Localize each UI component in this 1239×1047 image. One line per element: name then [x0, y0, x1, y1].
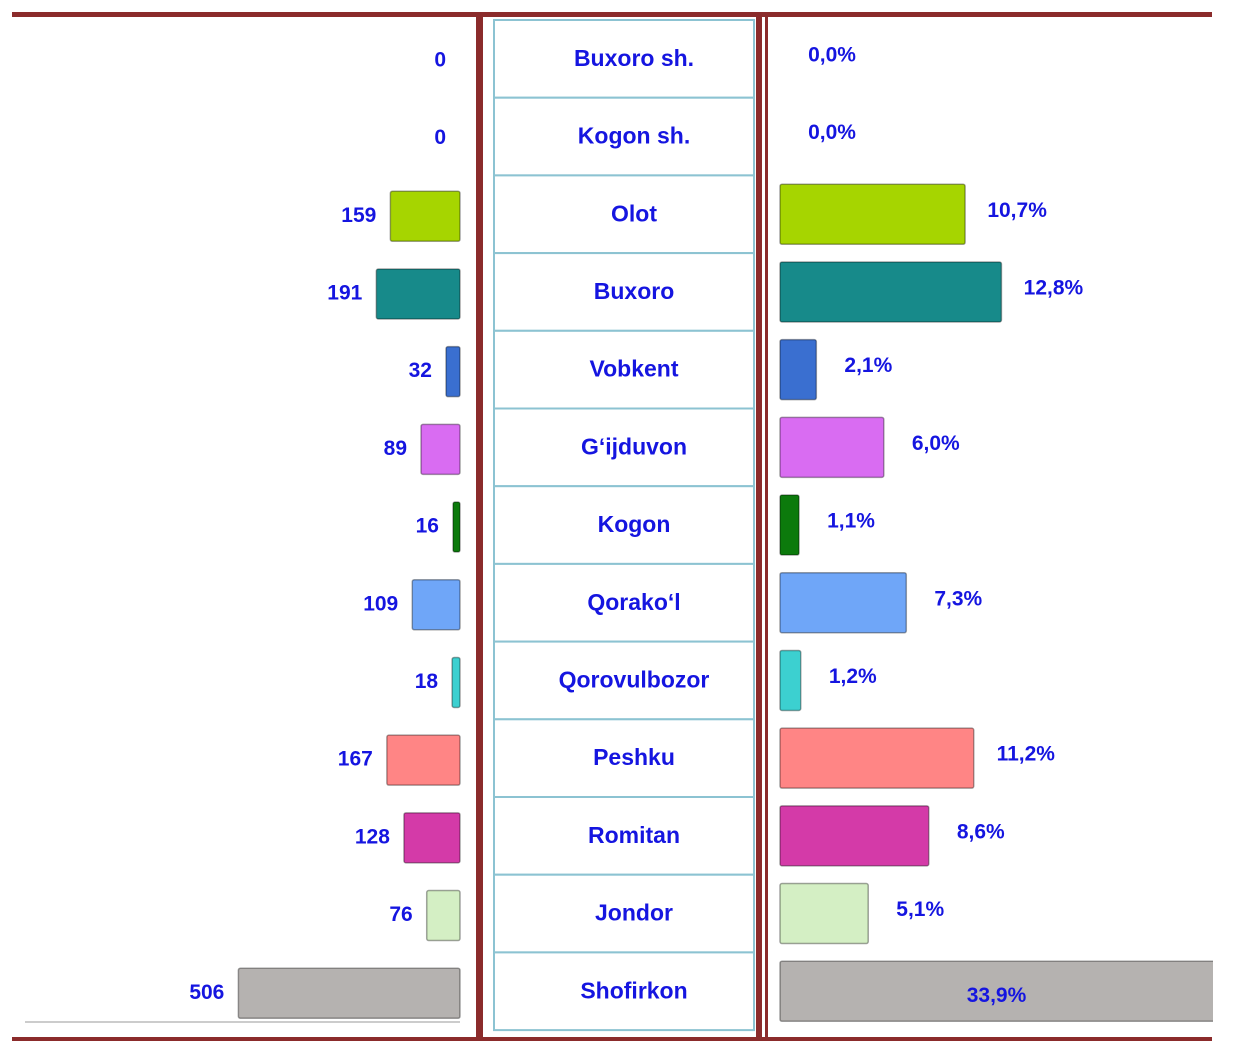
bar — [375, 268, 461, 320]
bar — [779, 261, 1003, 323]
bar — [389, 190, 461, 242]
value-label: 0 — [434, 126, 446, 149]
value-label: 33,9% — [967, 984, 1027, 1007]
table-cell — [493, 562, 755, 643]
table-cell — [493, 329, 755, 410]
value-label: 0 — [434, 48, 446, 71]
table-cell — [493, 873, 755, 954]
bar — [779, 572, 908, 634]
bar — [779, 960, 1213, 1022]
category-label: Vobkent — [589, 356, 678, 382]
value-label: 2,1% — [844, 354, 892, 377]
value-label: 6,0% — [912, 432, 960, 455]
value-label: 167 — [338, 748, 373, 771]
table-cell — [493, 19, 755, 99]
table-cell — [493, 640, 755, 721]
bar — [779, 494, 800, 556]
divider — [476, 17, 483, 1041]
category-label: Buxoro — [594, 278, 675, 304]
value-label: 12,8% — [1024, 276, 1084, 299]
value-label: 76 — [389, 903, 412, 926]
category-label: Kogon — [598, 511, 671, 537]
value-label: 11,2% — [997, 743, 1056, 766]
right-bars — [779, 183, 1213, 1022]
value-label: 159 — [341, 204, 376, 227]
bar — [779, 727, 975, 789]
value-label: 10,7% — [987, 199, 1047, 222]
value-label: 16 — [416, 515, 439, 538]
bar — [779, 649, 802, 712]
category-label: Qorako‘l — [587, 589, 680, 615]
table-cell — [493, 951, 755, 1032]
bar — [779, 805, 930, 867]
value-label: 109 — [363, 592, 398, 615]
table-cell — [493, 796, 755, 876]
category-label: Buxoro sh. — [574, 45, 694, 71]
table-cell — [493, 252, 755, 332]
bar — [779, 183, 966, 245]
value-label: 128 — [355, 825, 390, 848]
bar — [386, 734, 461, 786]
bar — [779, 416, 885, 479]
value-label: 18 — [415, 670, 439, 693]
category-label: Peshku — [593, 744, 675, 770]
value-label: 0,0% — [808, 43, 856, 66]
bar — [420, 423, 461, 476]
category-label: Romitan — [588, 822, 680, 848]
value-label: 191 — [327, 281, 362, 304]
value-label: 506 — [189, 981, 224, 1004]
value-label: 5,1% — [896, 898, 944, 921]
value-label: 32 — [409, 359, 432, 382]
top-border — [12, 12, 1212, 17]
category-label: Qorovulbozor — [559, 667, 710, 693]
category-label: Shofirkon — [580, 977, 687, 1003]
bar — [451, 656, 461, 709]
bar — [779, 338, 818, 401]
category-label: Kogon sh. — [578, 123, 690, 149]
bar — [403, 812, 461, 864]
value-label: 89 — [384, 437, 407, 460]
table-cell — [493, 96, 755, 177]
bar — [425, 889, 461, 942]
bar — [411, 579, 461, 631]
value-label: 1,2% — [829, 665, 877, 688]
bar — [445, 345, 461, 398]
bar — [452, 501, 461, 553]
category-label: G‘ijduvon — [581, 433, 687, 459]
bar — [779, 882, 869, 945]
value-label: 7,3% — [934, 587, 982, 610]
table-cell — [493, 485, 755, 565]
table-cell — [493, 407, 755, 488]
divider — [756, 17, 762, 1041]
category-label: Jondor — [595, 900, 673, 926]
bar — [237, 967, 461, 1019]
value-label: 8,6% — [957, 820, 1005, 843]
category-label: Olot — [611, 200, 657, 226]
value-label: 0,0% — [808, 121, 856, 144]
value-label: 1,1% — [827, 510, 875, 533]
divider — [765, 17, 768, 1041]
bottom-border — [12, 1037, 1212, 1041]
